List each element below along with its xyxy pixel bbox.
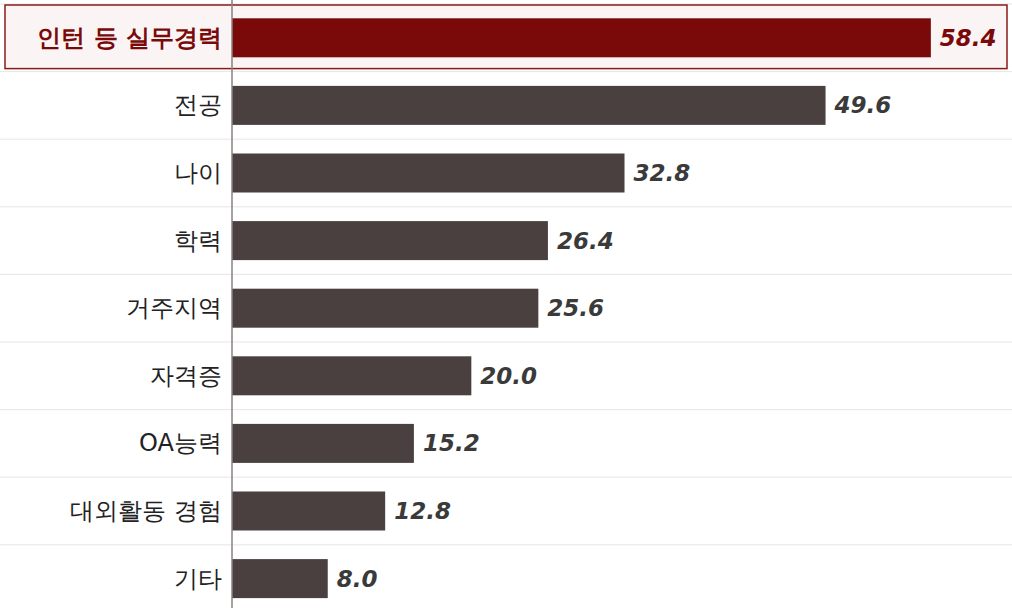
row-separator: [0, 71, 1012, 72]
row-separator: [0, 139, 1012, 140]
data-label: 26.4: [557, 228, 614, 254]
data-label: 49.6: [834, 92, 892, 118]
category-label: OA능력: [139, 429, 222, 457]
bar: [232, 154, 625, 193]
data-label: 15.2: [423, 430, 480, 456]
bar: [232, 492, 385, 531]
data-label: 32.8: [634, 160, 691, 186]
row-separator: [0, 206, 1012, 207]
bar: [232, 424, 414, 463]
row-separator: [0, 274, 1012, 275]
data-label: 20.0: [480, 363, 537, 389]
data-label: 12.8: [394, 498, 451, 524]
bar: [232, 18, 931, 57]
bar: [232, 86, 826, 125]
bars: [232, 18, 931, 598]
row-separator: [0, 342, 1012, 343]
highlight-box: [5, 5, 1007, 69]
category-label: 나이: [174, 159, 222, 187]
category-label: 학력: [174, 227, 222, 255]
row-separator: [0, 544, 1012, 545]
chart: 인턴 등 실무경력전공나이학력거주지역자격증 OA능력대외활동 경험기타 58.4 4…: [0, 0, 1012, 608]
category-label: 거주지역: [126, 294, 222, 322]
bar: [232, 356, 471, 395]
bar: [232, 289, 538, 328]
data-label: 8.0: [337, 566, 378, 592]
background: [0, 0, 1012, 608]
category-label: 전공: [174, 91, 222, 119]
bar: [232, 221, 548, 260]
bar: [232, 559, 328, 598]
row-separator: [0, 477, 1012, 478]
data-label: 58.4: [940, 25, 997, 51]
category-label: 기타: [174, 565, 222, 593]
category-label: 인턴 등 실무경력: [37, 24, 222, 52]
category-label: 자격증: [150, 362, 222, 390]
category-label: 대외활동 경험: [70, 497, 222, 525]
data-label: 25.6: [547, 295, 604, 321]
row-separator: [0, 409, 1012, 410]
category-axis: [231, 0, 233, 608]
